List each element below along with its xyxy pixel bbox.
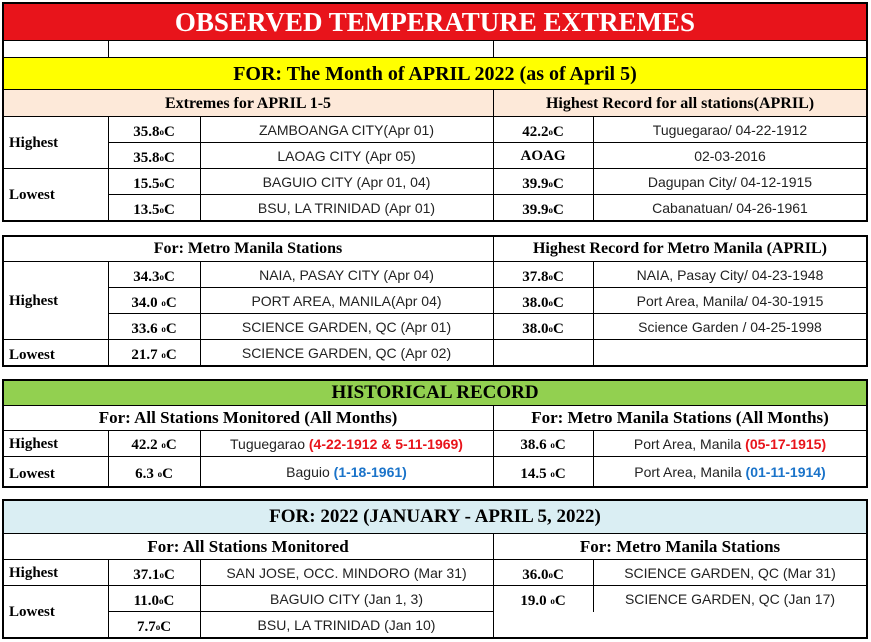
s1-left-header: Extremes for APRIL 1-5 [3,90,493,117]
year-station: SAN JOSE, OCC. MINDORO (Mar 31) [226,565,467,581]
hist-mm-lowest-station: Port Area, Manila (01-11-1914) [634,464,826,480]
year-mm-station: SCIENCE GARDEN, QC (Mar 31) [624,565,836,581]
s1-station: BAGUIO CITY (Apr 01, 04) [262,174,431,190]
s1-value: 35.8 o C [133,123,175,140]
s1-rec-value: 39.9 o C [522,201,564,218]
s1-station: LAOAG CITY (Apr 05) [277,148,416,164]
s2-rec-station: NAIA, Pasay City/ 04-23-1948 [636,267,824,283]
s2-left-header: For: Metro Manila Stations [3,236,493,262]
year-highest-label: Highest [3,560,108,586]
hist-left-header: For: All Stations Monitored (All Months) [3,405,493,431]
s1-station: ZAMBOANGA CITY(Apr 01) [258,122,435,138]
s1-right-header: Highest Record for all stations(APRIL) [493,90,867,117]
s1-right-header-text: Highest Record for all stations(APRIL) [545,94,815,112]
year-value: 37.1 o C [133,566,175,583]
hist-mm-lowest-date: (01-11-1914) [745,464,826,480]
s2-station: SCIENCE GARDEN, QC (Apr 02) [241,345,452,361]
year-left-header-text: For: All Stations Monitored [147,537,349,556]
s1-lowest-label-text: Lowest [9,186,55,203]
month-banner: FOR: The Month of APRIL 2022 (as of Apri… [3,58,867,90]
s1-rec-station: Tuguegarao/ 04-22-1912 [652,122,808,138]
hist-lowest-station: Baguio (1-18-1961) [286,464,407,480]
s1-rec-station: Dagupan City/ 04-12-1915 [647,174,813,190]
s2-right-header-text: Highest Record for Metro Manila (APRIL) [532,240,827,257]
s2-rec-value: 38.0 o C [522,320,564,337]
year-highest-label-text: Highest [9,564,59,581]
hist-mm-highest-station: Port Area, Manila (05-17-1915) [633,436,827,452]
s1-rec-value: 42.2 o C [522,123,564,140]
s1-highest-label: Highest [3,117,108,169]
s2-left-header-text: For: Metro Manila Stations [153,240,343,257]
hist-lowest-label: Lowest [9,465,55,482]
hist-left-header-text: For: All Stations Monitored (All Months) [98,408,398,427]
hist-lowest-date: (1-18-1961) [333,464,407,480]
s1-value: 15.5 o C [133,175,175,192]
s1-highest-label-text: Highest [9,134,59,151]
year-mm-value: 36.0 o C [522,566,564,583]
historical-header-text: HISTORICAL RECORD [331,381,539,403]
page-title: OBSERVED TEMPERATURE EXTREMES [3,3,867,41]
historical-header: HISTORICAL RECORD [3,380,867,405]
s1-rec-value: AOAG [520,147,566,164]
year-lowest-label-text: Lowest [9,603,55,620]
year-lowest-label: Lowest [3,586,108,638]
s1-rec-station: 02-03-2016 [694,148,766,164]
s1-lowest-label: Lowest [3,169,108,221]
year-value: 11.0 o C [133,592,175,609]
hist-mm-highest-date: (05-17-1915) [745,436,827,452]
s1-value: 13.5 o C [133,201,175,218]
year-header: FOR: 2022 (JANUARY - APRIL 5, 2022) [3,500,867,534]
s1-left-header-text: Extremes for APRIL 1-5 [164,94,332,112]
hist-highest-station: Tuguegarao (4-22-1912 & 5-11-1969) [230,436,463,452]
hist-highest-date: (4-22-1912 & 5-11-1969) [308,436,463,452]
s1-value: 35.8 o C [133,149,175,166]
month-banner-text: FOR: The Month of APRIL 2022 (as of Apri… [233,62,637,85]
s2-station: SCIENCE GARDEN, QC (Apr 01) [241,319,452,335]
title-text: OBSERVED TEMPERATURE EXTREMES [174,6,696,37]
s2-rec-value: 38.0 o C [522,294,564,311]
year-right-header: For: Metro Manila Stations [493,534,867,560]
s2-station: PORT AREA, MANILA(Apr 04) [251,293,442,309]
year-value: 7.7 o C [136,618,172,635]
year-right-header-text: For: Metro Manila Stations [579,537,781,556]
hist-right-header: For: Metro Manila Stations (All Months) [493,405,867,431]
year-station: BSU, LA TRINIDAD (Jan 10) [257,617,436,633]
s2-rec-value: 37.8 o C [522,268,564,285]
s2-value: 34.3 o C [133,268,175,285]
s2-right-header: Highest Record for Metro Manila (APRIL) [493,236,867,262]
hist-right-header-text: For: Metro Manila Stations (All Months) [531,408,829,427]
s2-rec-station: Port Area, Manila/ 04-30-1915 [636,293,824,309]
hist-highest-label: Highest [9,435,59,452]
s1-station: BSU, LA TRINIDAD (Apr 01) [257,200,436,216]
s1-rec-station: Cabanatuan/ 04-26-1961 [652,200,808,216]
s2-lowest-label-text: Lowest [9,346,55,363]
year-header-text: FOR: 2022 (JANUARY - APRIL 5, 2022) [269,506,601,527]
year-station: BAGUIO CITY (Jan 1, 3) [269,591,423,607]
year-left-header: For: All Stations Monitored [3,534,493,560]
s1-rec-value: 39.9 o C [522,175,564,192]
s2-lowest-label: Lowest [3,340,108,366]
s2-rec-station: Science Garden / 04-25-1998 [638,319,822,335]
s2-station: NAIA, PASAY CITY (Apr 04) [259,267,434,283]
s2-highest-label-text: Highest [9,292,59,309]
year-mm-station: SCIENCE GARDEN, QC (Jan 17) [624,591,836,607]
s2-highest-label: Highest [3,262,108,340]
